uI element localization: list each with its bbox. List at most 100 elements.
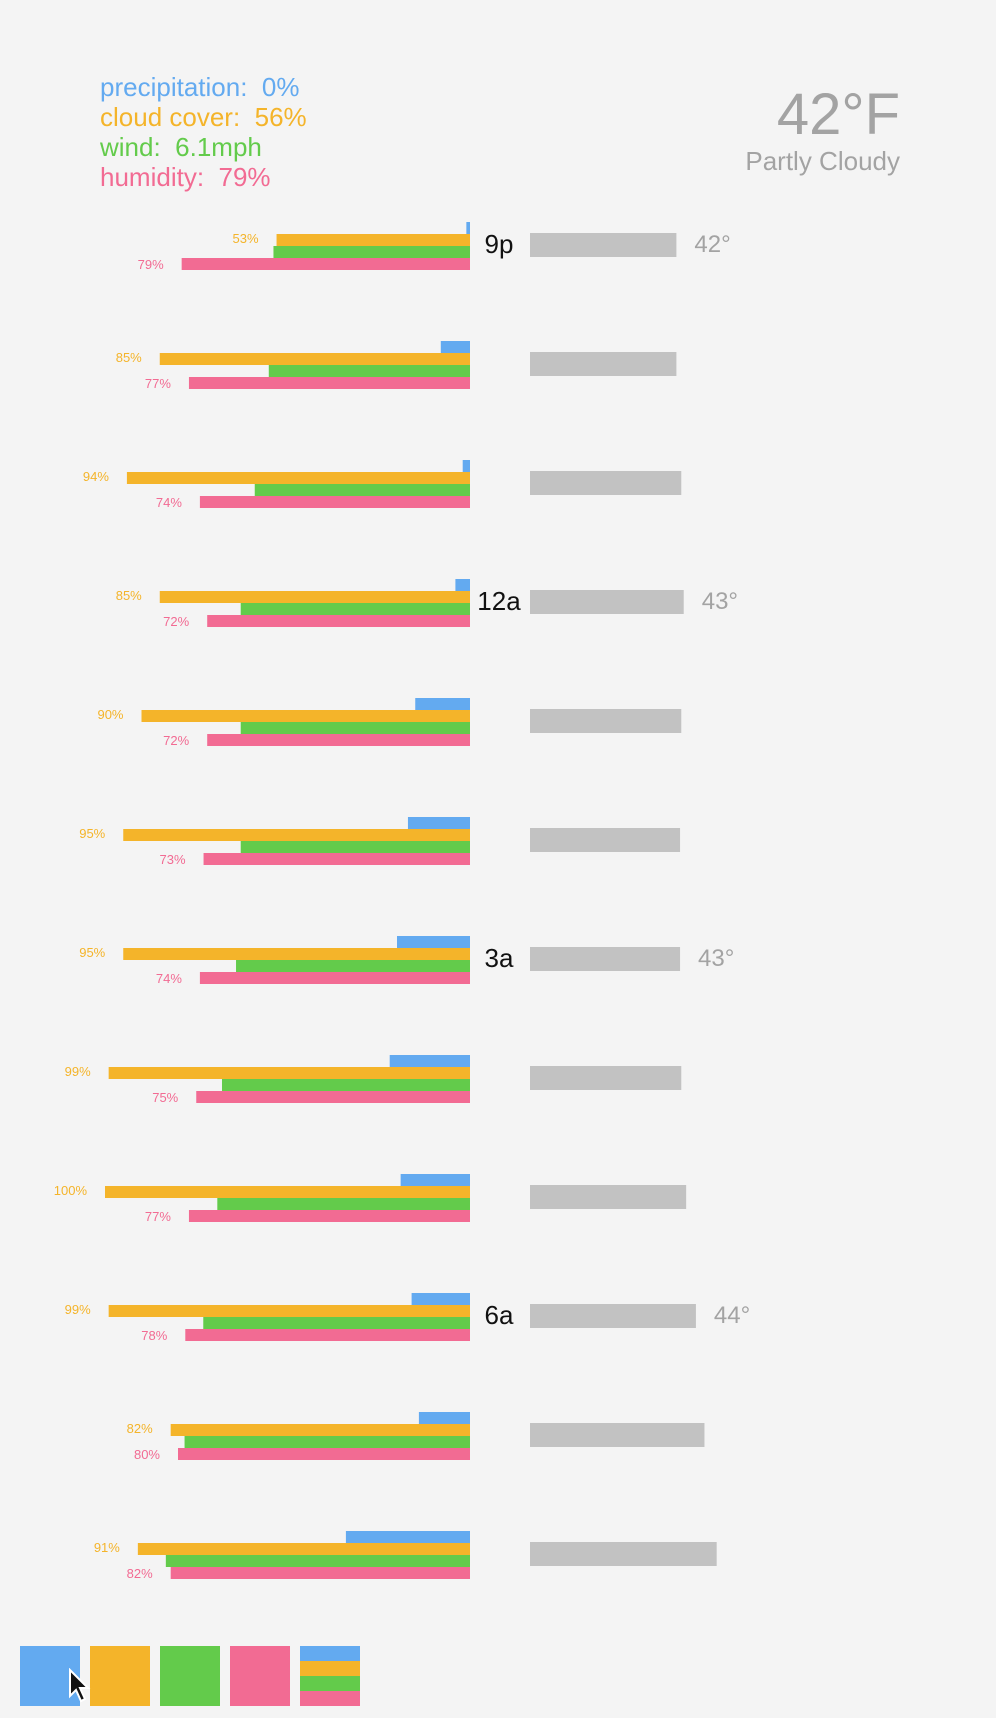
temperature-data-label: 43° [698,945,734,972]
toolbar [0,1638,996,1718]
temperature-bar [530,1542,717,1566]
humidity-button[interactable] [230,1646,290,1706]
cloud-cover-bar [137,1543,470,1555]
legend-wind: wind: 6.1mph [100,132,307,162]
cloud-cover-data-label: 90% [97,707,123,722]
precipitation-bar [462,460,470,472]
wind-bar [221,1079,470,1091]
humidity-bar [188,377,470,389]
wind-bar [236,960,470,972]
precipitation-bar [440,341,470,353]
temperature-bar [530,471,682,495]
cloud-cover-data-label: 85% [116,588,142,603]
temperature-bar [530,1066,682,1090]
humidity-data-label: 75% [152,1090,178,1105]
legend-wind-label: wind: [100,132,161,162]
wind-bar [268,365,470,377]
humidity-data-label: 74% [156,971,182,986]
wind-bar [240,722,470,734]
cloud-cover-bar [126,472,471,484]
cloud-cover-data-label: 94% [83,469,109,484]
wind-button[interactable] [160,1646,220,1706]
wind-bar [273,246,470,258]
legend-precipitation-value: 0% [261,72,300,102]
wind-bar [254,484,470,496]
precipitation-bar [455,579,470,591]
temperature-bar [530,828,681,852]
humidity-data-label: 73% [160,852,186,867]
current-summary: Partly Cloudy [745,146,900,176]
precipitation-bar [466,222,470,234]
precipitation-bar [345,1531,470,1543]
humidity-bar [199,972,470,984]
temperature-data-label: 42° [694,231,730,258]
precipitation-bar [389,1055,470,1067]
legend: precipitation: 0% cloud cover: 56% wind:… [100,72,307,192]
precipitation-bar [411,1293,470,1305]
temperature-bar [530,590,684,614]
legend-cloud-cover-value: 56% [254,102,307,132]
temperature-bar [530,352,677,376]
cloud-cover-data-label: 95% [79,826,105,841]
legend-wind-value: 6.1mph [175,132,262,162]
humidity-data-label: 74% [156,495,182,510]
legend-humidity: humidity: 79% [100,162,307,192]
temperature-bar [530,947,681,971]
cloud-cover-bar [108,1067,471,1079]
humidity-data-label: 79% [138,257,164,272]
cloud-cover-data-label: 99% [65,1302,91,1317]
cloud-cover-bar [170,1424,470,1436]
hourly-forecast-chart: 53%79%9p 42°85%77%94%74%85%72%12a 43°90%72… [54,222,750,1581]
precipitation-bar [397,936,470,948]
cloud-cover-bar [108,1305,471,1317]
wind-bar [240,603,470,615]
mouse-cursor-icon [69,1668,91,1703]
wind-bar [165,1555,471,1567]
temperature-bar [530,1423,705,1447]
humidity-data-label: 82% [127,1566,153,1581]
humidity-bar [199,496,470,508]
cloud-cover-data-label: 85% [116,350,142,365]
cloud-cover-bar [123,829,470,841]
current-temperature: 42°F [776,82,900,147]
precipitation-bar [407,817,470,829]
all-series-button[interactable] [300,1646,360,1706]
humidity-bar [170,1567,470,1579]
legend-precipitation-label: precipitation: [100,72,248,102]
time-label: 9p [485,229,514,259]
cloud-cover-data-label: 95% [79,945,105,960]
cloud-cover-data-label: 91% [94,1540,120,1555]
temperature-bar [530,233,677,257]
wind-bar [217,1198,470,1210]
legend-cloud-cover-label: cloud cover: [100,102,241,132]
humidity-bar [207,615,470,627]
cloud-cover-bar [276,234,470,246]
cloud-cover-data-label: 99% [65,1064,91,1079]
cloud-cover-data-label: 100% [54,1183,88,1198]
precipitation-bar [418,1412,470,1424]
humidity-bar [196,1091,470,1103]
cloud-cover-data-label: 82% [127,1421,153,1436]
wind-bar [240,841,470,853]
humidity-data-label: 77% [145,376,171,391]
humidity-data-label: 78% [141,1328,167,1343]
precipitation-bar [415,698,470,710]
time-label: 6a [485,1300,514,1330]
wind-bar [203,1317,470,1329]
temperature-bar [530,1185,687,1209]
cloud-cover-bar [123,948,470,960]
humidity-bar [188,1210,470,1222]
all-series-wind-stripe [300,1676,360,1691]
legend-humidity-value: 79% [218,162,271,192]
precipitation-bar [400,1174,470,1186]
humidity-data-label: 72% [163,733,189,748]
time-label: 3a [485,943,514,973]
current-conditions: 42°F Partly Cloudy [745,82,900,177]
cloud-cover-button[interactable] [90,1646,150,1706]
temperature-bar [530,709,682,733]
humidity-data-label: 80% [134,1447,160,1462]
wind-bar [184,1436,471,1448]
temperature-data-label: 44° [714,1302,750,1329]
humidity-data-label: 77% [145,1209,171,1224]
humidity-bar [178,1448,470,1460]
